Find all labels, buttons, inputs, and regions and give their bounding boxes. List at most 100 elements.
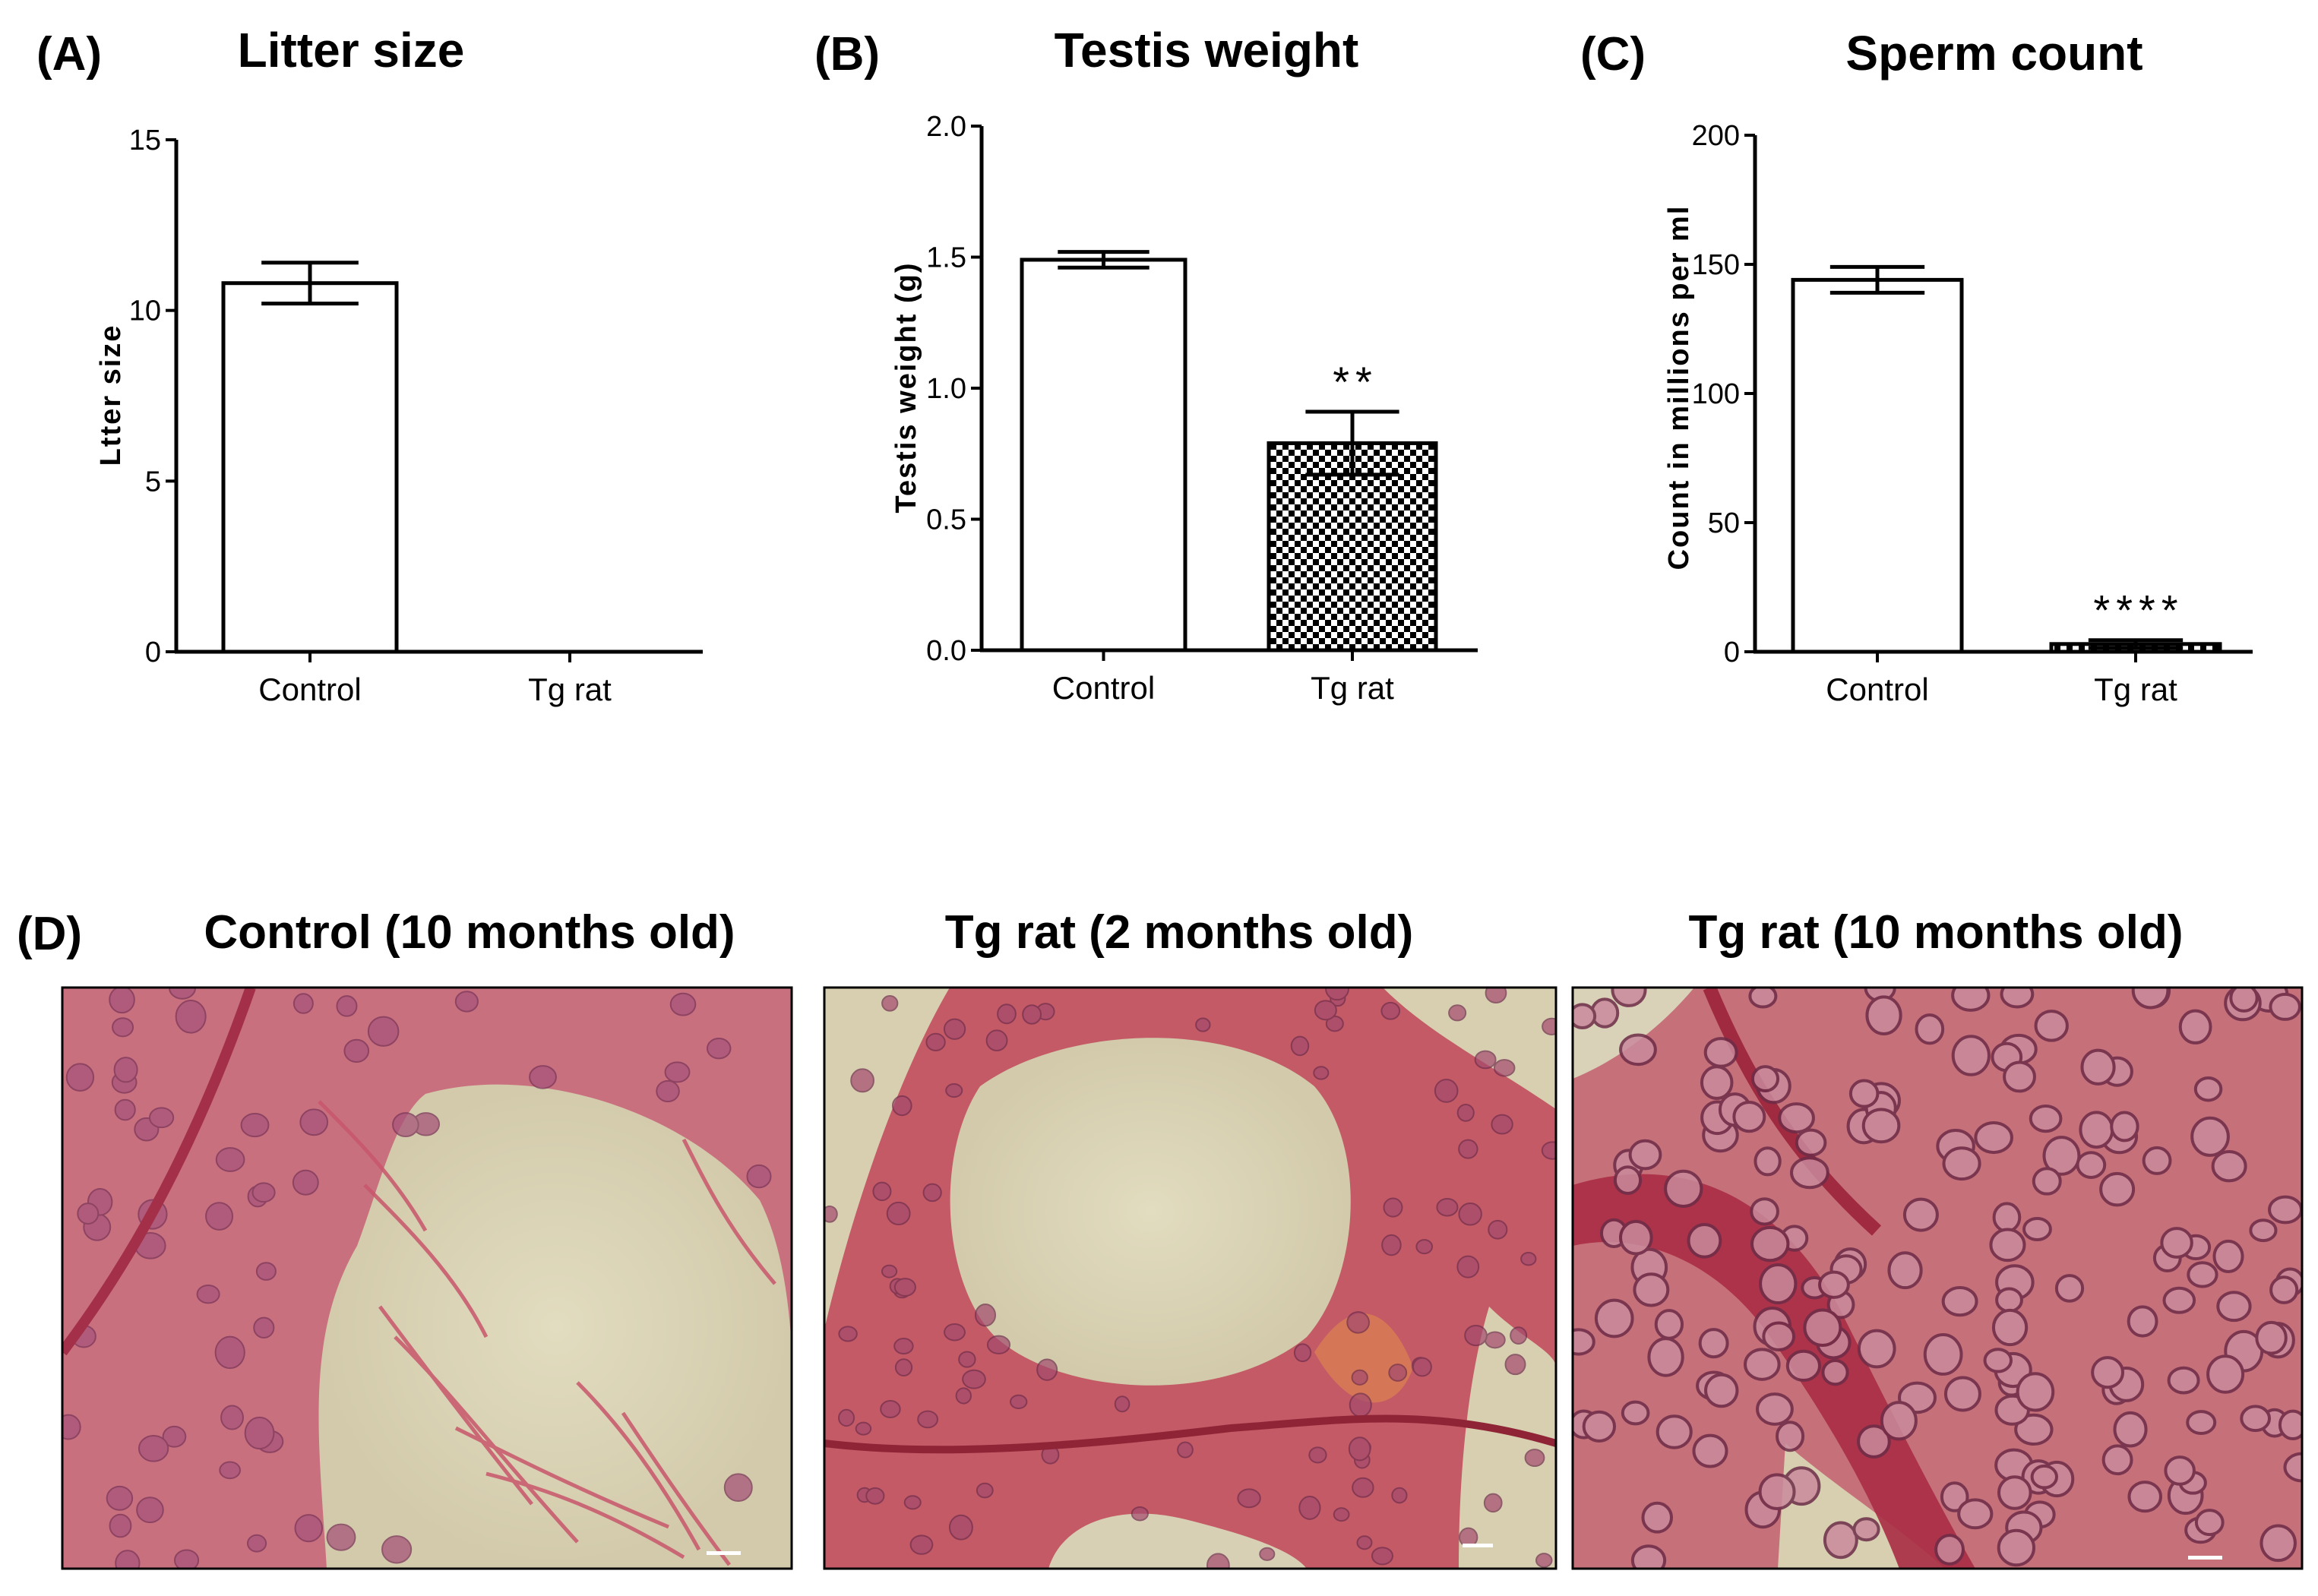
cell-nucleus	[1880, 1401, 1918, 1441]
y-tick-label: 1.0	[926, 373, 966, 405]
y-tick-label: 0	[145, 637, 161, 668]
cell-nucleus	[326, 1523, 356, 1551]
cell-nucleus	[2079, 1111, 2114, 1149]
micrograph-tg-2mo	[823, 986, 1557, 1570]
cell-nucleus	[922, 1183, 942, 1203]
cell-nucleus	[1383, 1197, 1403, 1218]
cell-nucleus	[891, 1095, 912, 1117]
cell-nucleus	[1732, 1101, 1766, 1133]
cell-nucleus	[2091, 1356, 2124, 1389]
cell-nucleus	[1744, 1348, 1781, 1381]
cell-nucleus	[174, 1549, 200, 1569]
cell-nucleus	[850, 1068, 874, 1093]
cell-nucleus	[2190, 1116, 2230, 1157]
cell-nucleus	[215, 1147, 245, 1172]
cell-nucleus	[2206, 1354, 2245, 1394]
x-tick-label: Control	[1826, 672, 1928, 707]
cell-nucleus	[1313, 1066, 1330, 1080]
cell-nucleus	[1474, 1050, 1497, 1070]
cell-nucleus	[2032, 1167, 2062, 1196]
cell-nucleus	[2113, 1411, 2148, 1448]
cell-nucleus	[2076, 1151, 2107, 1179]
cell-nucleus	[138, 1434, 169, 1462]
y-tick-label: 0.0	[926, 635, 966, 667]
cell-nucleus	[1613, 1165, 1643, 1195]
cell-nucleus	[1750, 1197, 1779, 1226]
cell-nucleus	[367, 1016, 400, 1047]
cell-nucleus	[1655, 1414, 1693, 1449]
cell-nucleus	[299, 1108, 329, 1136]
cell-nucleus	[1997, 1475, 2032, 1510]
cell-nucleus	[454, 991, 479, 1013]
cell-nucleus	[1483, 1493, 1503, 1513]
y-tick-label: 200	[1692, 120, 1740, 152]
bar-group: ****	[1791, 264, 2222, 654]
cell-nucleus	[2193, 1076, 2223, 1102]
cell-nucleus	[1698, 1328, 1729, 1359]
cell-nucleus	[1750, 1065, 1780, 1093]
cell-nucleus	[65, 1063, 95, 1092]
cell-nucleus	[106, 1485, 134, 1511]
axes: 0 50 100 150 200 Control Tg rat	[1692, 120, 2253, 707]
cell-nucleus	[865, 1487, 885, 1505]
cell-nucleus	[1314, 1000, 1337, 1021]
cell-nucleus	[2212, 1239, 2244, 1273]
cell-nucleus	[962, 1369, 986, 1389]
cell-nucleus	[214, 1335, 245, 1370]
cell-nucleus	[1573, 1328, 1595, 1356]
cell-nucleus	[2160, 1227, 2193, 1259]
cell-nucleus	[1504, 1354, 1526, 1376]
y-axis-title: Ltter size	[95, 324, 127, 466]
cell-nucleus	[1790, 1156, 1829, 1190]
cell-nucleus	[2042, 1136, 2081, 1176]
cell-nucleus	[893, 1278, 916, 1297]
panel-label-a: (A)	[36, 28, 102, 81]
cell-nucleus	[1346, 1311, 1370, 1334]
cell-nucleus	[1456, 1104, 1475, 1122]
cell-nucleus	[1458, 1139, 1478, 1159]
cell-nucleus	[2268, 1195, 2302, 1225]
cell-nucleus	[1941, 1286, 1978, 1317]
cell-nucleus	[1628, 1139, 1662, 1171]
cell-nucleus	[894, 1358, 913, 1376]
cell-nucleus	[1290, 1035, 1310, 1057]
micrograph-title-control-10mo: Control (10 months old)	[204, 906, 735, 959]
y-tick-label: 15	[129, 125, 161, 156]
y-tick-label: 2.0	[926, 111, 966, 143]
cell-nucleus	[1333, 1507, 1350, 1522]
cell-nucleus	[1821, 1359, 1849, 1386]
cell-nucleus	[1611, 988, 1647, 1007]
x-tick-label: Tg rat	[1311, 670, 1394, 706]
cell-nucleus	[985, 1029, 1008, 1052]
cell-nucleus	[2167, 1366, 2200, 1395]
cell-nucleus	[2030, 1464, 2058, 1490]
cell-nucleus	[148, 1107, 175, 1129]
x-tick-label: Tg rat	[2094, 672, 2177, 707]
cell-nucleus	[1997, 1528, 2036, 1567]
axes: 0.0 0.5 1.0 1.5 2.0 Control Tg rat	[926, 111, 1478, 706]
cell-nucleus	[2131, 988, 2170, 1010]
cell-nucleus	[886, 1201, 911, 1226]
cell-nucleus	[1391, 1487, 1408, 1504]
cell-nucleus	[240, 1113, 270, 1138]
chart-title: Sperm count	[1845, 26, 2142, 81]
cell-nucleus	[1803, 1308, 1842, 1347]
cell-nucleus	[1785, 1349, 1821, 1383]
cell-nucleus	[293, 993, 314, 1014]
cell-nucleus	[2178, 1009, 2212, 1045]
significance-marker: **	[1333, 358, 1378, 406]
cell-nucleus	[2110, 1111, 2139, 1142]
cell-nucleus	[838, 1408, 855, 1427]
cell-nucleus	[1114, 1395, 1131, 1413]
bar	[1020, 258, 1187, 653]
cell-nucleus	[1704, 1373, 1739, 1408]
cell-nucleus	[1493, 1059, 1516, 1077]
cell-nucleus	[1371, 1547, 1393, 1566]
y-tick-label: 5	[145, 466, 161, 498]
cell-nucleus	[114, 1098, 136, 1121]
cell-nucleus	[1848, 1079, 1880, 1108]
cell-nucleus	[1415, 1239, 1434, 1255]
cell-nucleus	[1778, 1102, 1815, 1134]
cell-nucleus	[2211, 1149, 2247, 1183]
y-tick-label: 100	[1692, 378, 1740, 410]
